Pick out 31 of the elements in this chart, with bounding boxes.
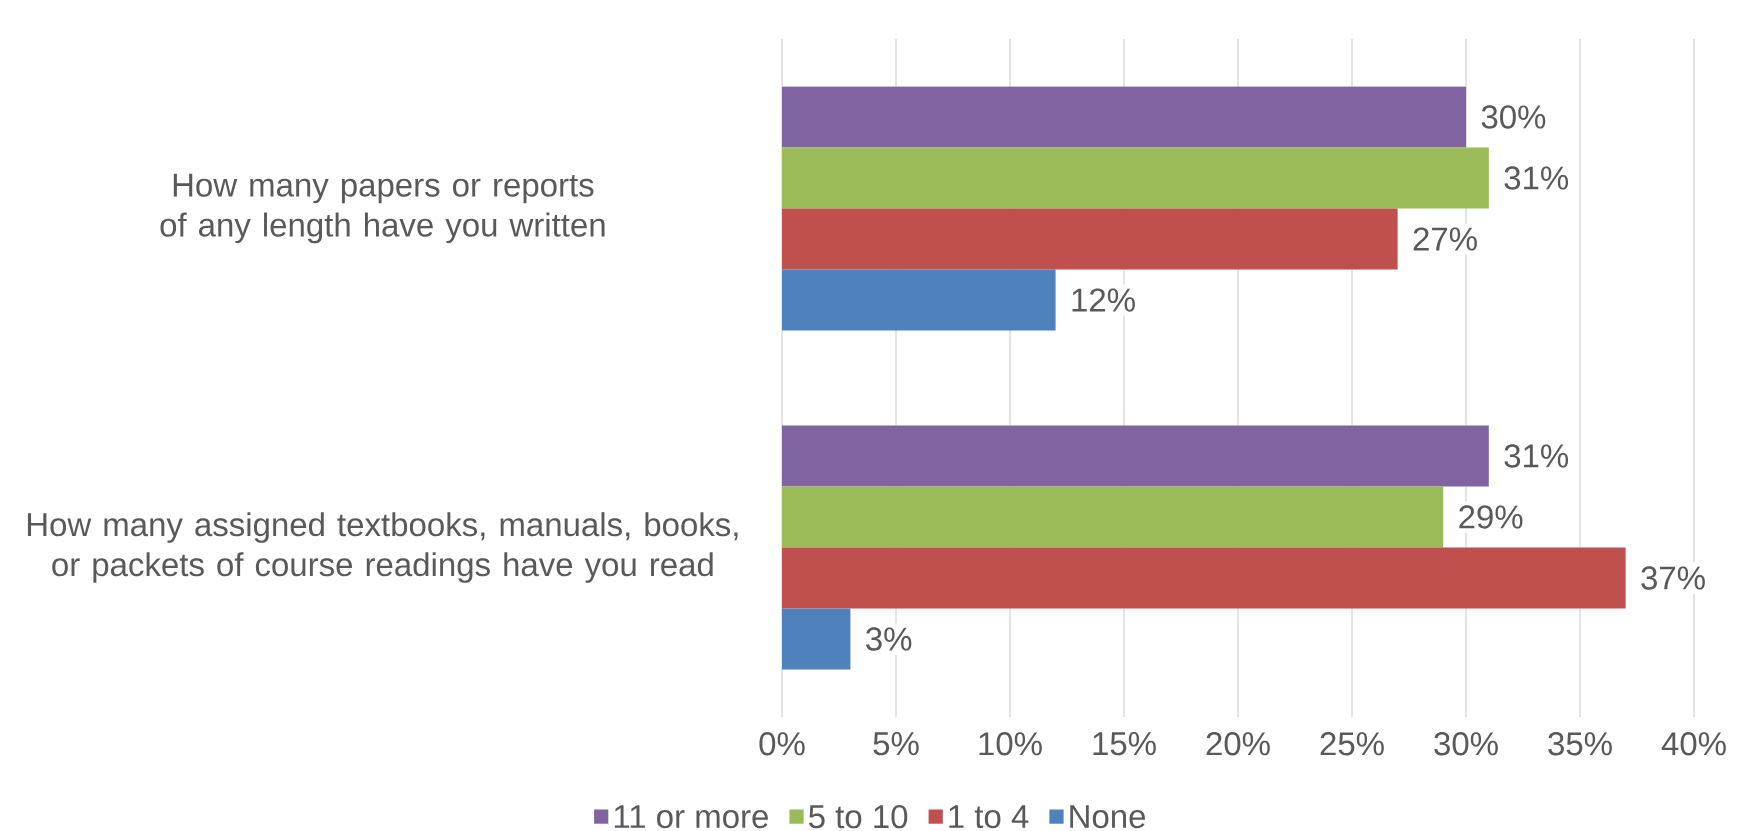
legend-label: None bbox=[1070, 805, 1145, 829]
data-label: 27% bbox=[1413, 227, 1477, 251]
data-label: 31% bbox=[1504, 444, 1569, 468]
data-label: 31% bbox=[1504, 166, 1569, 190]
data-label: 30% bbox=[1481, 105, 1546, 129]
data-label: 3% bbox=[866, 627, 912, 651]
bar bbox=[782, 86, 1467, 148]
legend-label: 11 or more bbox=[614, 805, 768, 829]
x-tick-label: 30% bbox=[1434, 732, 1498, 756]
data-label: 37% bbox=[1641, 566, 1705, 590]
x-tick-label: 0% bbox=[759, 732, 805, 756]
legend-label: 1 to 4 bbox=[949, 805, 1029, 829]
y-tick-label: How many assigned textbooks, manuals, books, or packets of course readings have you read bbox=[27, 512, 738, 583]
bar bbox=[782, 486, 1444, 548]
data-label: 12% bbox=[1072, 288, 1135, 312]
bar bbox=[782, 147, 1489, 209]
x-tick-label: 15% bbox=[1093, 732, 1156, 756]
x-tick-label: 40% bbox=[1661, 732, 1726, 756]
data-label: 29% bbox=[1459, 505, 1523, 529]
bar bbox=[782, 269, 1056, 331]
bar bbox=[782, 208, 1398, 270]
legend-label: 5 to 10 bbox=[808, 804, 908, 829]
x-tick-label: 5% bbox=[873, 732, 919, 756]
x-tick-label: 20% bbox=[1206, 732, 1270, 756]
bar bbox=[782, 608, 851, 670]
bar bbox=[782, 547, 1626, 609]
x-tick-label: 25% bbox=[1320, 732, 1384, 756]
x-tick-label: 35% bbox=[1548, 732, 1612, 756]
bar bbox=[782, 425, 1489, 487]
x-tick-label: 10% bbox=[979, 732, 1042, 756]
y-tick-label: How many papers or reports of any length have you written bbox=[160, 173, 605, 244]
